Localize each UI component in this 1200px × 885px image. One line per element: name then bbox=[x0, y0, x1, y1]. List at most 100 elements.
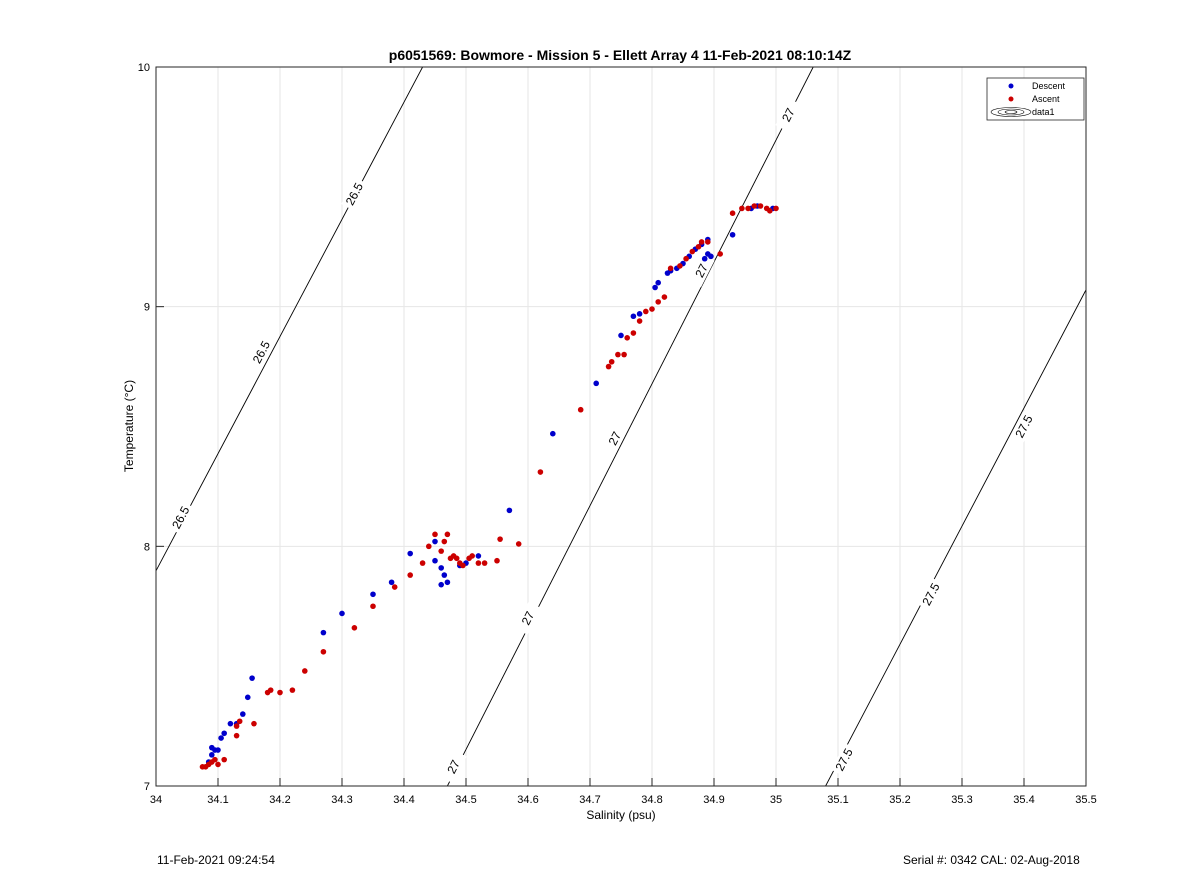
ascent-point bbox=[767, 208, 773, 214]
ascent-series bbox=[199, 203, 779, 770]
descent-point bbox=[636, 311, 643, 317]
legend-ascent-marker bbox=[1008, 96, 1014, 102]
chart-title: p6051569: Bowmore - Mission 5 - Ellett A… bbox=[389, 47, 852, 63]
legend: Descent Ascent data1 bbox=[986, 77, 1085, 121]
contour-label-bg bbox=[514, 601, 542, 635]
serial-calibration: Serial #: 0342 CAL: 02-Aug-2018 bbox=[903, 853, 1080, 867]
ascent-point bbox=[432, 531, 438, 538]
descent-point bbox=[593, 380, 599, 387]
x-tick-label: 34.1 bbox=[207, 794, 228, 806]
descent-point bbox=[240, 711, 246, 717]
descent-point bbox=[444, 579, 451, 586]
descent-point bbox=[209, 752, 215, 758]
descent-point bbox=[244, 694, 251, 701]
ascent-point bbox=[444, 531, 451, 538]
ascent-point bbox=[757, 203, 764, 209]
ascent-point bbox=[636, 318, 643, 324]
ascent-point bbox=[233, 723, 240, 729]
ascent-point bbox=[608, 358, 615, 365]
y-axis-ticks: 7 8 9 10 bbox=[138, 62, 164, 793]
ascent-point bbox=[739, 205, 745, 212]
x-tick-label: 35.1 bbox=[827, 794, 848, 806]
descent-point bbox=[618, 332, 624, 339]
x-tick-label: 35.3 bbox=[951, 794, 972, 806]
descent-point bbox=[708, 253, 714, 260]
contour-label: 27 bbox=[519, 609, 538, 628]
ascent-point bbox=[221, 756, 227, 763]
y-axis-label: Temperature (°C) bbox=[122, 380, 136, 472]
ascent-point bbox=[630, 330, 637, 336]
ascent-point bbox=[302, 668, 308, 674]
descent-point bbox=[630, 313, 637, 320]
ascent-point bbox=[469, 553, 476, 559]
ascent-point bbox=[351, 625, 358, 631]
contour-label-bg bbox=[248, 335, 275, 369]
ascent-point bbox=[426, 543, 432, 550]
ascent-point bbox=[621, 351, 627, 358]
descent-point bbox=[249, 675, 255, 681]
y-tick-label: 10 bbox=[138, 62, 150, 74]
ascent-point bbox=[233, 732, 240, 739]
x-tick-label: 34.5 bbox=[455, 794, 476, 806]
legend-descent-marker bbox=[1008, 83, 1014, 89]
descent-point bbox=[506, 507, 513, 514]
contour-label-bg bbox=[440, 750, 467, 784]
x-tick-label: 35 bbox=[770, 794, 782, 806]
ascent-point bbox=[515, 541, 522, 547]
ascent-point bbox=[215, 761, 221, 768]
contour-label-bg bbox=[917, 577, 945, 611]
legend-box bbox=[986, 77, 1085, 121]
plot-frame bbox=[155, 66, 1087, 787]
ascent-point bbox=[497, 536, 503, 542]
ascent-point bbox=[661, 294, 668, 300]
descent-point bbox=[209, 744, 215, 751]
ascent-point bbox=[773, 205, 779, 212]
contour-label: 27 bbox=[692, 261, 711, 280]
ascent-point bbox=[677, 263, 683, 269]
contour-label: 27 bbox=[444, 757, 463, 776]
x-tick-label: 34.9 bbox=[703, 794, 724, 806]
ascent-point bbox=[683, 255, 689, 262]
descent-point bbox=[218, 735, 224, 741]
legend-descent-label: Descent bbox=[1032, 81, 1066, 91]
descent-point bbox=[701, 255, 708, 262]
x-tick-label: 34 bbox=[150, 794, 162, 806]
descent-point bbox=[652, 284, 658, 291]
y-tick-label: 8 bbox=[144, 541, 150, 553]
x-tick-label: 34.8 bbox=[641, 794, 662, 806]
ascent-point bbox=[289, 687, 296, 693]
ascent-point bbox=[745, 205, 751, 212]
descent-point bbox=[339, 610, 345, 617]
x-tick-label: 34.2 bbox=[269, 794, 290, 806]
ascent-point bbox=[277, 689, 283, 696]
descent-point bbox=[438, 581, 445, 588]
legend-ascent-label: Ascent bbox=[1032, 94, 1060, 104]
ascent-point bbox=[705, 239, 711, 245]
descent-point bbox=[388, 579, 395, 586]
ascent-point bbox=[537, 469, 544, 475]
isopycnal-line bbox=[446, 67, 814, 786]
contour-label-bg bbox=[1010, 409, 1038, 444]
ascent-point bbox=[717, 251, 723, 257]
ascent-point bbox=[695, 243, 702, 250]
x-tick-label: 35.4 bbox=[1013, 794, 1034, 806]
ascent-point bbox=[577, 406, 584, 413]
descent-point bbox=[729, 231, 736, 238]
legend-contour-label: data1 bbox=[1032, 107, 1055, 117]
x-tick-label: 34.3 bbox=[331, 794, 352, 806]
x-axis-ticks: 34 34.1 34.2 34.3 34.4 34.5 34.6 34.7 34.8 34.9 35… bbox=[150, 778, 1097, 806]
descent-point bbox=[432, 538, 438, 545]
contour-label-bg bbox=[341, 177, 368, 211]
y-tick-label: 9 bbox=[144, 302, 150, 314]
ascent-point bbox=[441, 538, 448, 545]
descent-point bbox=[320, 629, 327, 636]
ascent-point bbox=[689, 248, 696, 255]
ascent-point bbox=[649, 306, 655, 312]
data-points bbox=[199, 203, 779, 770]
x-tick-label: 34.6 bbox=[517, 794, 538, 806]
ascent-point bbox=[667, 265, 674, 272]
ascent-point bbox=[453, 555, 460, 562]
x-tick-label: 35.5 bbox=[1075, 794, 1096, 806]
ascent-point bbox=[615, 351, 621, 358]
ascent-point bbox=[438, 548, 445, 554]
